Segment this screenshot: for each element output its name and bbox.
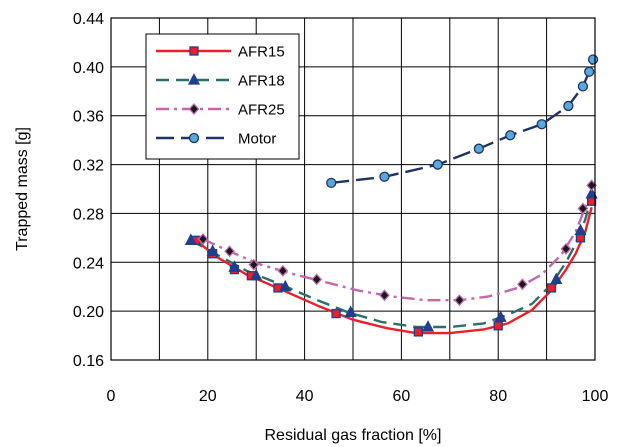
data-point-afr25: [311, 273, 323, 286]
x-tick-label: 40: [296, 388, 314, 405]
data-point-afr25: [379, 289, 390, 302]
data-point-afr18: [206, 244, 219, 256]
data-point-afr25: [277, 264, 289, 277]
legend-marker-afr18: [187, 73, 201, 85]
data-point-afr25: [454, 294, 465, 307]
data-point-afr25: [224, 245, 235, 258]
legend: AFR15 AFR18 AFR25 Motor: [145, 33, 300, 160]
legend-label-motor: Motor: [238, 131, 276, 148]
data-point-afr18: [550, 272, 563, 285]
x-tick-label: 20: [199, 388, 217, 405]
data-point-afr25: [577, 202, 589, 215]
legend-label-afr25: AFR25: [238, 102, 285, 119]
data-point-motor: [577, 81, 589, 92]
data-point-afr18: [421, 320, 435, 332]
data-point-afr15: [331, 308, 341, 319]
x-tick-label: 0: [107, 388, 116, 405]
y-tick-label: 0.32: [73, 158, 104, 175]
y-tick-label: 0.40: [73, 60, 104, 77]
data-point-afr18: [184, 233, 197, 245]
x-axis-label: Residual gas fraction [%]: [265, 427, 442, 444]
legend-marker-afr15: [189, 46, 199, 56]
data-point-motor: [326, 177, 337, 189]
series-markers: [184, 54, 599, 337]
y-tick-label: 0.20: [73, 304, 104, 321]
x-tick-label: 60: [393, 388, 411, 405]
data-point-afr25: [560, 242, 572, 255]
data-point-motor: [587, 54, 599, 65]
data-point-afr18: [574, 223, 587, 236]
data-point-motor: [473, 143, 484, 154]
data-point-afr18: [279, 279, 292, 292]
data-point-afr15: [546, 283, 557, 293]
data-point-afr25: [248, 258, 260, 271]
series-line-afr15: [194, 207, 593, 335]
data-point-afr18: [585, 186, 598, 199]
data-point-afr15: [413, 327, 423, 337]
y-tick-label: 0.28: [73, 206, 104, 223]
data-point-afr18: [494, 310, 507, 322]
legend-marker-afr25: [188, 103, 200, 115]
data-point-afr25: [197, 233, 209, 246]
data-point-afr18: [344, 305, 357, 318]
plot-frame: [110, 17, 596, 361]
legend-label-afr15: AFR15: [238, 44, 285, 61]
series-line-motor: [331, 59, 595, 185]
legend-marker-motor: [188, 132, 200, 144]
y-axis-label: Trapped mass [g]: [14, 127, 31, 251]
data-point-afr18: [228, 260, 241, 272]
x-tick-label: 100: [582, 388, 609, 405]
series-line-afr18: [190, 195, 593, 329]
data-point-motor: [536, 119, 547, 130]
series-lines: [190, 59, 595, 335]
data-point-afr18: [250, 268, 263, 281]
series-line-afr25: [202, 188, 593, 302]
data-point-afr25: [517, 278, 528, 291]
y-tick-label: 0.36: [73, 109, 104, 126]
y-tick-label: 0.44: [73, 11, 104, 28]
data-point-motor: [505, 130, 516, 141]
data-point-motor: [379, 171, 390, 182]
data-point-motor: [432, 159, 443, 170]
tick-labels: 0.16 0.20 0.24 0.28 0.32 0.36 0.40 0.44 0 20 40 60 8…: [73, 11, 609, 405]
y-tick-label: 0.16: [73, 353, 104, 370]
legend-label-afr18: AFR18: [238, 73, 285, 90]
data-point-motor: [563, 100, 574, 112]
x-tick-label: 80: [489, 388, 507, 405]
data-point-motor: [584, 66, 595, 77]
data-point-afr15: [493, 321, 503, 331]
y-tick-label: 0.24: [73, 255, 104, 272]
